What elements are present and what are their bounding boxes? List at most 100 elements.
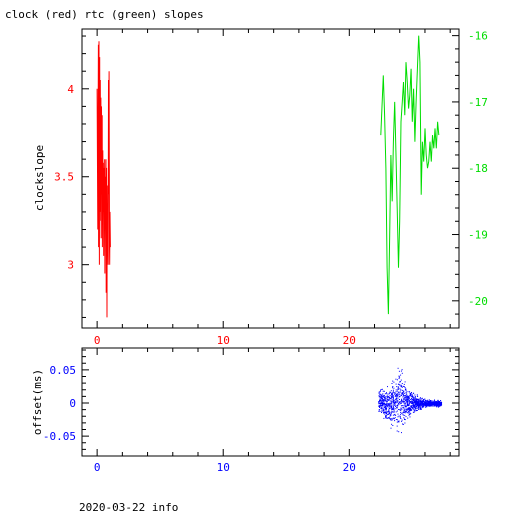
offset-point [394, 394, 396, 396]
offset-point [391, 419, 393, 421]
offset-point [389, 403, 391, 405]
offset-point [396, 399, 398, 401]
offset-point [404, 409, 406, 411]
offset-point [416, 395, 418, 397]
offset-point [432, 402, 434, 404]
offset-point [391, 405, 393, 407]
offset-point [414, 400, 416, 401]
offset-point [401, 369, 403, 371]
offset-point [412, 395, 414, 397]
offset-point [404, 396, 406, 398]
offset-point [404, 405, 406, 407]
offset-point [417, 398, 419, 400]
offset-point [383, 404, 385, 406]
offset-point [400, 385, 402, 387]
offset-point [412, 394, 413, 396]
offset-point [392, 387, 393, 389]
offset-point [388, 404, 390, 406]
offset-point [385, 415, 387, 417]
offset-point [415, 407, 417, 409]
offset-point [394, 417, 396, 419]
offset-point [430, 404, 432, 406]
offset-point [379, 407, 381, 408]
offset-point [399, 415, 401, 417]
offset-point [400, 386, 402, 388]
offset-point [400, 418, 402, 419]
offset-point [411, 392, 412, 393]
offset-point [437, 405, 439, 407]
offset-point [405, 400, 407, 402]
offset-point [422, 404, 424, 406]
offset-point [398, 383, 400, 385]
offset-point [409, 407, 411, 409]
offset-point [423, 403, 425, 405]
offset-point [386, 411, 388, 413]
offset-point [397, 413, 399, 415]
offset-point [386, 392, 387, 394]
offset-x-tick-label: 10 [217, 461, 230, 474]
offset-point [423, 399, 425, 401]
offset-point [400, 401, 401, 403]
offset-point [419, 405, 421, 407]
offset-point [379, 405, 381, 407]
offset-point [408, 410, 410, 412]
offset-point [413, 402, 415, 404]
offset-point [416, 401, 418, 403]
offset-point [378, 410, 380, 412]
offset-point [396, 394, 398, 396]
offset-point [418, 400, 420, 401]
offset-point [389, 405, 391, 407]
offset-point [410, 409, 412, 411]
slope-series [96, 35, 440, 318]
offset-point [418, 399, 420, 400]
offset-point [378, 405, 380, 407]
offset-point [401, 405, 403, 407]
offset-point [395, 391, 397, 393]
offset-point [409, 414, 411, 415]
offset-point [391, 408, 393, 410]
offset-point [426, 405, 428, 407]
offset-point [434, 405, 436, 407]
offset-point [414, 410, 416, 412]
offset-point [391, 401, 393, 403]
offset-point [433, 405, 435, 407]
offset-point [403, 395, 405, 397]
slope-panel-frame [81, 28, 460, 329]
offset-point [388, 408, 390, 409]
offset-point [420, 399, 422, 401]
offset-point [419, 397, 421, 399]
offset-point [404, 381, 406, 383]
offset-point [390, 418, 392, 420]
offset-point [417, 404, 419, 406]
offset-point [422, 401, 423, 402]
offset-point [404, 406, 406, 408]
offset-point [397, 403, 399, 405]
offset-point [410, 402, 412, 403]
offset-point [382, 390, 384, 392]
offset-point [387, 411, 389, 413]
offset-point [409, 409, 411, 411]
offset-point [379, 399, 381, 401]
offset-point [393, 399, 395, 401]
offset-point [428, 403, 430, 405]
offset-point [397, 367, 399, 369]
offset-point [387, 403, 389, 405]
slope-right-axis: -16 -17 -18 -19 -20 [452, 30, 488, 315]
offset-point [403, 399, 405, 401]
offset-point [392, 411, 394, 413]
offset-point [399, 395, 401, 397]
offset-point [402, 406, 404, 408]
offset-point [432, 404, 434, 406]
offset-point [400, 410, 402, 412]
offset-point [429, 400, 431, 402]
slope-y2-tick-label: -18 [468, 162, 488, 175]
offset-point [434, 401, 436, 402]
offset-point [389, 392, 390, 394]
offset-point [419, 404, 421, 406]
offset-point [382, 403, 384, 404]
offset-point [385, 412, 387, 414]
offset-point [393, 409, 395, 410]
offset-point [379, 400, 380, 402]
offset-point [410, 399, 412, 400]
offset-point [384, 407, 386, 409]
